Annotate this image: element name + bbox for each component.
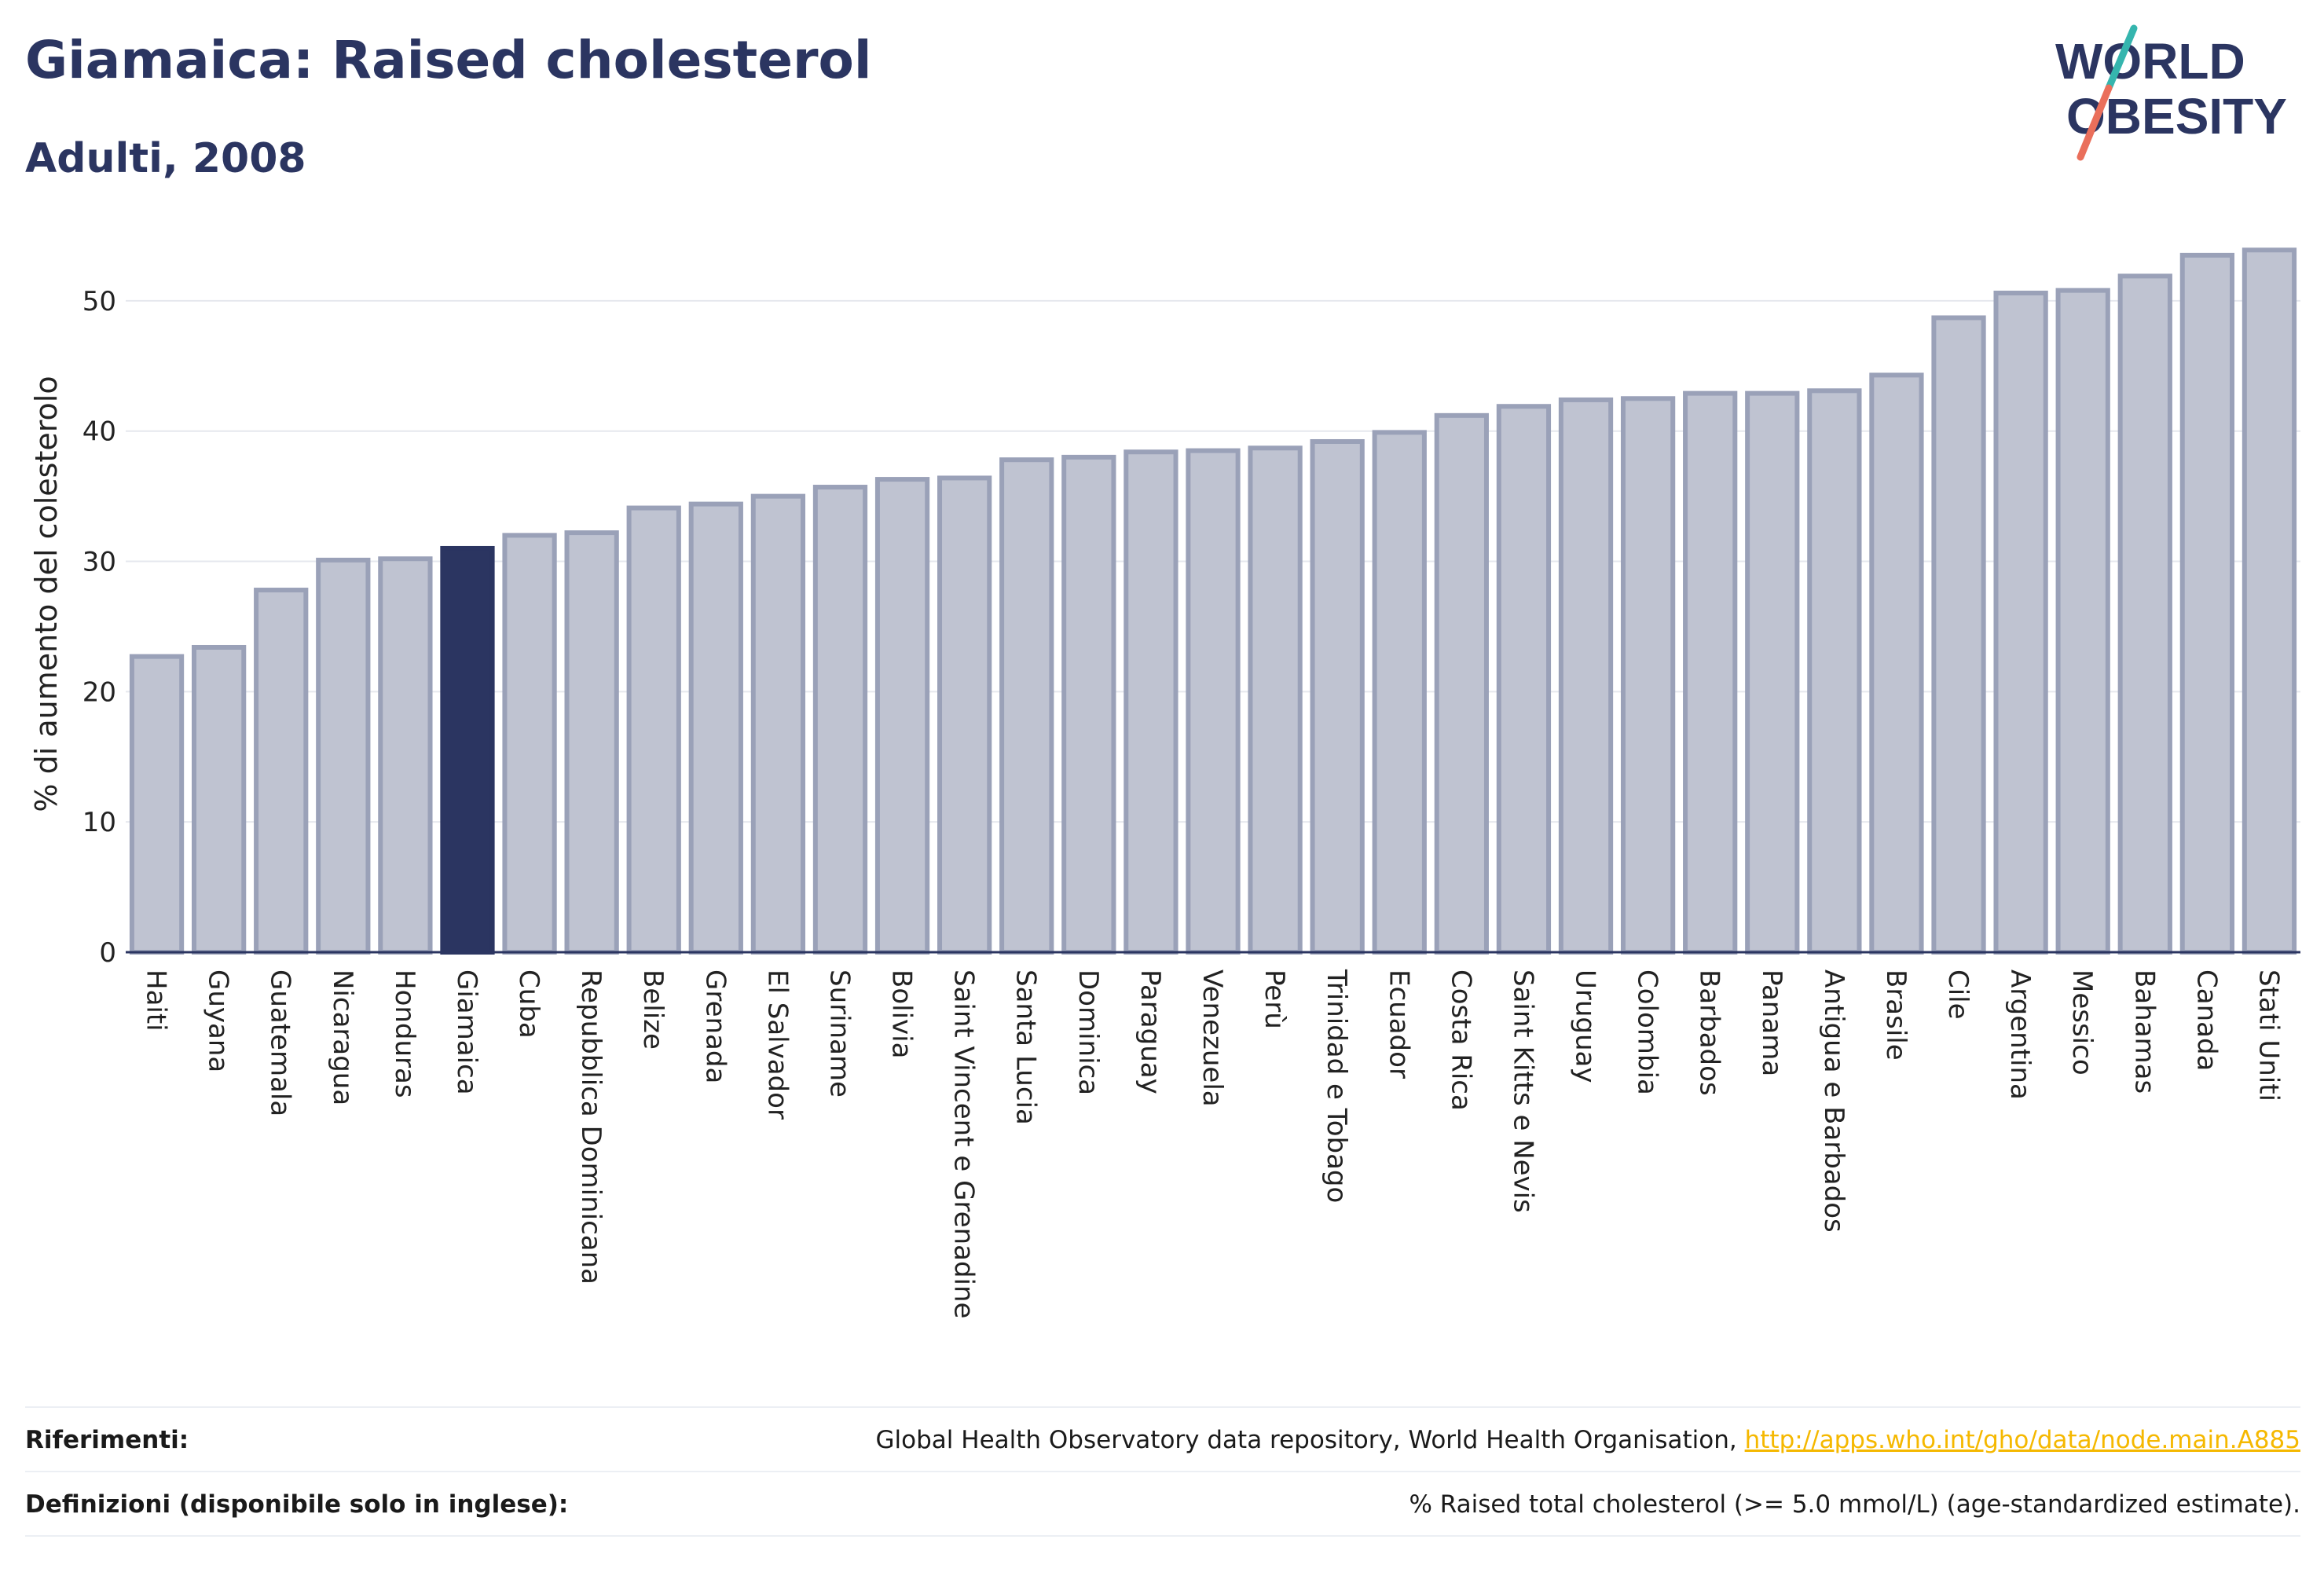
x-tick-label-33: Canada	[2190, 969, 2222, 1071]
bar-30	[1993, 290, 2048, 955]
bar-chart: 0 10 20 30 40 50 % di aumento del colesterolo H…	[29, 247, 2300, 1318]
bar-4	[378, 556, 433, 955]
x-tick-label-32: Bahamas	[2128, 969, 2160, 1094]
x-tick-label-22: Saint Kitts e Nevis	[1507, 969, 1538, 1213]
world-obesity-logo: WORLD OBESITY	[2055, 24, 2287, 161]
bar-1	[191, 644, 247, 955]
logo-slash-teal	[2105, 24, 2138, 92]
references-label: Riferimenti:	[25, 1426, 189, 1454]
x-tick-label-1: Guyana	[203, 969, 234, 1072]
x-tick-label-16: Paraguay	[1135, 969, 1166, 1094]
bar-22	[1496, 404, 1552, 955]
x-tick-label-20: Ecuador	[1383, 969, 1414, 1079]
y-tick-label-50: 50	[82, 286, 116, 317]
x-tick-label-9: Grenada	[699, 969, 731, 1083]
bar-27	[1807, 388, 1862, 955]
bar-9	[688, 501, 743, 955]
y-tick-label-10: 10	[82, 807, 116, 838]
x-tick-label-31: Messico	[2066, 969, 2098, 1076]
bar-29	[1931, 315, 1986, 955]
x-tick-label-25: Barbados	[1694, 969, 1725, 1096]
definitions-label: Definizioni (disponibile solo in inglese…	[25, 1490, 569, 1519]
x-tick-label-0: Haiti	[141, 969, 172, 1032]
x-tick-label-19: Trinidad e Tobago	[1321, 969, 1352, 1203]
bar-11	[812, 485, 868, 955]
x-tick-label-11: Suriname	[823, 969, 855, 1098]
x-tick-label-21: Costa Rica	[1445, 969, 1476, 1111]
bar-0	[129, 654, 185, 955]
bar-31	[2055, 288, 2110, 955]
bar-14	[999, 457, 1054, 955]
x-tick-label-7: Repubblica Dominicana	[575, 969, 607, 1285]
x-tick-label-4: Honduras	[389, 969, 420, 1098]
x-tick-label-28: Brasile	[1880, 969, 1912, 1061]
references-text: Global Health Observatory data repositor…	[875, 1426, 1745, 1454]
footer-divider-top	[25, 1406, 2300, 1408]
page-subtitle: Adulti, 2008	[25, 135, 306, 182]
bar-23	[1558, 397, 1614, 955]
definitions-value: % Raised total cholesterol (>= 5.0 mmol/…	[1409, 1490, 2300, 1519]
x-tick-label-14: Santa Lucia	[1010, 969, 1042, 1125]
y-tick-label-30: 30	[82, 547, 116, 578]
references-value: Global Health Observatory data repositor…	[876, 1426, 2300, 1454]
bar-2	[254, 588, 309, 955]
bar-25	[1683, 390, 1738, 955]
x-tick-label-17: Venezuela	[1197, 969, 1228, 1107]
footer-divider-middle	[25, 1471, 2300, 1472]
x-tick-label-23: Uruguay	[1570, 969, 1601, 1083]
x-tick-label-6: Cuba	[513, 969, 544, 1039]
definitions-row: Definizioni (disponibile solo in inglese…	[25, 1485, 2300, 1524]
bar-20	[1372, 430, 1427, 955]
x-tick-label-27: Antigua e Barbados	[1818, 969, 1849, 1233]
y-axis-label: % di aumento del colesterolo	[29, 376, 64, 812]
bar-26	[1745, 390, 1800, 955]
x-tick-label-30: Argentina	[2004, 969, 2036, 1100]
x-tick-label-5: Giamaica	[451, 969, 482, 1095]
bar-7	[564, 530, 619, 955]
y-tick-label-40: 40	[82, 416, 116, 448]
x-tick-label-26: Panama	[1756, 969, 1787, 1076]
bar-15	[1061, 454, 1116, 955]
x-tick-label-2: Guatemala	[265, 969, 296, 1116]
bar-34	[2242, 247, 2297, 955]
bar-19	[1310, 438, 1365, 955]
bar-28	[1869, 372, 1924, 955]
bar-33	[2179, 252, 2235, 955]
bar-5	[440, 545, 495, 955]
references-row: Riferimenti: Global Health Observatory d…	[25, 1420, 2300, 1460]
bar-12	[874, 477, 930, 955]
bar-24	[1620, 396, 1676, 955]
x-tick-label-15: Dominica	[1072, 969, 1104, 1095]
page-title: Giamaica: Raised cholesterol	[25, 30, 872, 90]
bar-8	[626, 505, 681, 955]
x-tick-label-34: Stati Uniti	[2253, 969, 2284, 1101]
x-tick-label-29: Cile	[1942, 969, 1974, 1020]
bar-17	[1186, 448, 1241, 955]
logo-slash-coral	[2077, 84, 2113, 161]
logo-line1: WORLD	[2055, 33, 2245, 90]
bar-6	[502, 533, 557, 955]
references-link[interactable]: http://apps.who.int/gho/data/node.main.A…	[1744, 1426, 2300, 1454]
bar-32	[2117, 273, 2172, 955]
bar-13	[937, 475, 992, 955]
x-tick-label-3: Nicaragua	[327, 969, 358, 1105]
x-tick-label-10: El Salvador	[761, 969, 793, 1120]
x-tick-label-8: Belize	[637, 969, 669, 1050]
bar-21	[1434, 412, 1489, 955]
bar-3	[316, 557, 371, 955]
x-tick-label-18: Perù	[1259, 969, 1290, 1029]
bar-16	[1124, 449, 1178, 955]
footer-divider-bottom	[25, 1535, 2300, 1537]
y-tick-label-20: 20	[82, 676, 116, 708]
x-tick-label-12: Bolivia	[886, 969, 918, 1058]
bar-18	[1248, 445, 1303, 955]
bar-10	[750, 493, 806, 955]
y-tick-label-0: 0	[99, 937, 116, 969]
x-tick-label-13: Saint Vincent e Grenadine	[948, 969, 980, 1318]
x-tick-label-24: Colombia	[1632, 969, 1663, 1095]
